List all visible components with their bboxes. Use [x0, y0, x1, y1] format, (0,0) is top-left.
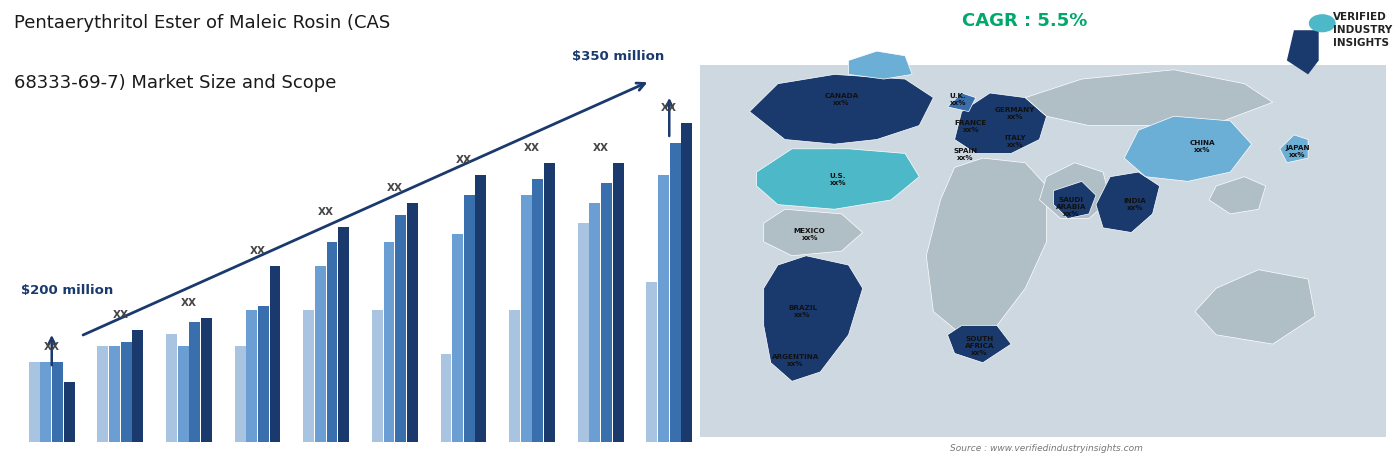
Polygon shape [1124, 116, 1252, 181]
Polygon shape [1039, 163, 1110, 219]
Bar [521, 195, 532, 442]
Polygon shape [756, 149, 920, 209]
Text: U.K.
xx%: U.K. xx% [949, 93, 966, 106]
Text: XX: XX [524, 143, 540, 153]
Bar [476, 175, 486, 442]
Text: Source : www.verifiedindustryinsights.com: Source : www.verifiedindustryinsights.co… [951, 445, 1142, 453]
Bar [647, 282, 657, 442]
Bar [98, 346, 108, 442]
Polygon shape [1096, 172, 1159, 232]
Text: XX: XX [661, 103, 678, 113]
Text: Pentaerythritol Ester of Maleic Rosin (CAS: Pentaerythritol Ester of Maleic Rosin (C… [14, 14, 391, 32]
Text: ITALY
xx%: ITALY xx% [1004, 135, 1025, 148]
Text: XX: XX [455, 155, 472, 165]
Bar [304, 310, 314, 442]
Bar [326, 242, 337, 442]
Bar [133, 330, 143, 442]
Polygon shape [1280, 135, 1308, 163]
Text: JAPAN
xx%: JAPAN xx% [1285, 145, 1310, 158]
Text: SPAIN
xx%: SPAIN xx% [953, 148, 977, 161]
Bar [682, 123, 692, 442]
Bar [235, 346, 245, 442]
Bar [407, 203, 417, 442]
Text: CANADA
xx%: CANADA xx% [825, 93, 858, 106]
Bar [178, 346, 189, 442]
Text: XX: XX [592, 143, 609, 153]
Polygon shape [1054, 181, 1096, 219]
Text: XX: XX [181, 298, 197, 308]
Polygon shape [764, 209, 862, 256]
Polygon shape [1025, 70, 1273, 126]
Text: FRANCE
xx%: FRANCE xx% [955, 120, 987, 133]
Bar [189, 322, 200, 442]
Bar [510, 310, 519, 442]
Bar [258, 306, 269, 442]
Bar [532, 179, 543, 442]
Bar [589, 203, 601, 442]
Bar [700, 65, 1386, 437]
Bar [315, 266, 326, 442]
Text: U.S.
xx%: U.S. xx% [830, 173, 846, 186]
Text: XX: XX [386, 183, 403, 193]
Bar [109, 346, 120, 442]
Bar [202, 318, 211, 442]
Polygon shape [1196, 270, 1315, 344]
Polygon shape [948, 326, 1011, 363]
Polygon shape [1287, 30, 1319, 74]
Bar [441, 354, 451, 442]
Text: CHINA
xx%: CHINA xx% [1189, 140, 1215, 153]
Text: ARGENTINA
xx%: ARGENTINA xx% [771, 354, 819, 367]
Bar [246, 310, 258, 442]
Text: XX: XX [112, 310, 129, 320]
Text: BRAZIL
xx%: BRAZIL xx% [788, 305, 818, 318]
Bar [52, 362, 63, 442]
Text: XX: XX [318, 206, 335, 217]
Bar [452, 234, 463, 442]
Polygon shape [948, 93, 976, 112]
Bar [613, 163, 623, 442]
Bar [658, 175, 669, 442]
Text: XX: XX [43, 342, 60, 352]
Text: INDIA
xx%: INDIA xx% [1123, 198, 1147, 211]
Text: 68333-69-7) Market Size and Scope: 68333-69-7) Market Size and Scope [14, 74, 336, 93]
Bar [545, 163, 554, 442]
Bar [41, 362, 52, 442]
Text: XX: XX [249, 246, 266, 256]
Text: $350 million: $350 million [571, 50, 664, 63]
Bar [395, 214, 406, 442]
Bar [601, 183, 612, 442]
Text: MEXICO
xx%: MEXICO xx% [794, 228, 826, 241]
Circle shape [1309, 15, 1336, 32]
Polygon shape [848, 51, 913, 79]
Polygon shape [1210, 177, 1266, 214]
Bar [120, 342, 132, 442]
Polygon shape [749, 74, 934, 144]
Text: SAUDI
ARABIA
xx%: SAUDI ARABIA xx% [1056, 197, 1086, 217]
Bar [29, 362, 39, 442]
Text: CAGR : 5.5%: CAGR : 5.5% [962, 12, 1086, 30]
Bar [384, 242, 395, 442]
Text: VERIFIED
INDUSTRY
INSIGHTS: VERIFIED INDUSTRY INSIGHTS [1333, 12, 1392, 48]
Bar [669, 143, 680, 442]
Bar [270, 266, 280, 442]
Text: GERMANY
xx%: GERMANY xx% [994, 107, 1035, 120]
Bar [167, 334, 176, 442]
Text: $200 million: $200 million [21, 284, 113, 297]
Polygon shape [955, 93, 1047, 153]
Bar [339, 226, 349, 442]
Bar [463, 195, 475, 442]
Bar [578, 223, 588, 442]
Polygon shape [927, 158, 1047, 335]
Polygon shape [764, 256, 862, 381]
Text: SOUTH
AFRICA
xx%: SOUTH AFRICA xx% [965, 336, 994, 357]
Bar [64, 382, 74, 442]
Bar [372, 310, 382, 442]
